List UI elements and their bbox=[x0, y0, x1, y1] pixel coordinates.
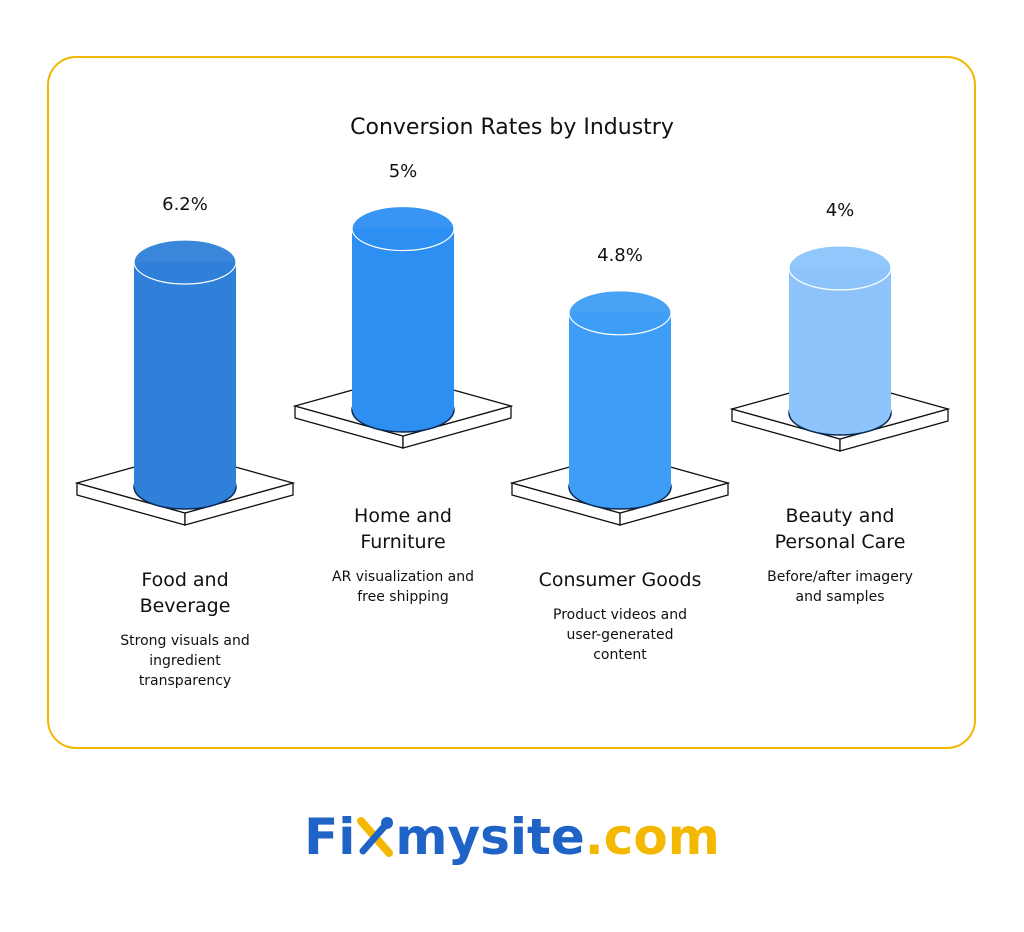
description-line: free shipping bbox=[357, 589, 449, 605]
cylinder-top bbox=[568, 290, 672, 336]
cylinder-top bbox=[351, 205, 455, 252]
description-line: AR visualization and bbox=[332, 569, 474, 585]
description: Strong visuals and ingredient transparency bbox=[85, 631, 285, 691]
bar bbox=[789, 267, 891, 413]
category-label: Food and Beverage bbox=[139, 569, 231, 617]
logo-icon bbox=[357, 817, 394, 857]
description: Before/after imagery and samples bbox=[740, 567, 940, 607]
description-line: and samples bbox=[795, 589, 885, 605]
category-label: Beauty and Personal Care bbox=[774, 505, 906, 553]
chart-title: Conversion Rates by Industry bbox=[350, 115, 674, 140]
logo-text: mysite bbox=[395, 808, 585, 866]
value-label: 4% bbox=[825, 199, 855, 221]
category-label: Home and Furniture bbox=[354, 505, 452, 553]
value-label: 4.8% bbox=[597, 244, 643, 266]
bar bbox=[569, 312, 671, 487]
description-line: ingredient bbox=[149, 653, 221, 669]
value-label: 6.2% bbox=[162, 194, 208, 215]
description: Product videos and user-generated content bbox=[520, 605, 720, 665]
value-label: 5% bbox=[388, 160, 418, 182]
cylinder-top bbox=[133, 239, 237, 285]
description-line: Strong visuals and bbox=[120, 633, 250, 649]
description-line: user-generated bbox=[566, 627, 674, 643]
label-group: Home and Furniture AR visualization and fr… bbox=[323, 503, 483, 607]
bar bbox=[352, 228, 454, 410]
logo: Fi mysite .com bbox=[0, 808, 1024, 866]
description: AR visualization and free shipping bbox=[303, 567, 503, 607]
description-line: Product videos and bbox=[553, 607, 687, 623]
frame bbox=[47, 56, 976, 749]
bar bbox=[134, 262, 236, 487]
label-group: Consumer Goods Product videos and user-gen… bbox=[500, 567, 740, 665]
description-line: content bbox=[593, 647, 647, 663]
description-line: transparency bbox=[138, 673, 232, 689]
description-line: Before/after imagery bbox=[767, 569, 913, 585]
logo-text: .com bbox=[584, 808, 720, 866]
logo-text: Fi bbox=[304, 808, 356, 866]
cylinder-top bbox=[788, 245, 892, 291]
label-group: Beauty and Personal Care Before/after ima… bbox=[755, 503, 925, 607]
label-group: Food and Beverage Strong visuals and ingre… bbox=[105, 567, 265, 691]
category-label: Consumer Goods bbox=[538, 569, 702, 591]
